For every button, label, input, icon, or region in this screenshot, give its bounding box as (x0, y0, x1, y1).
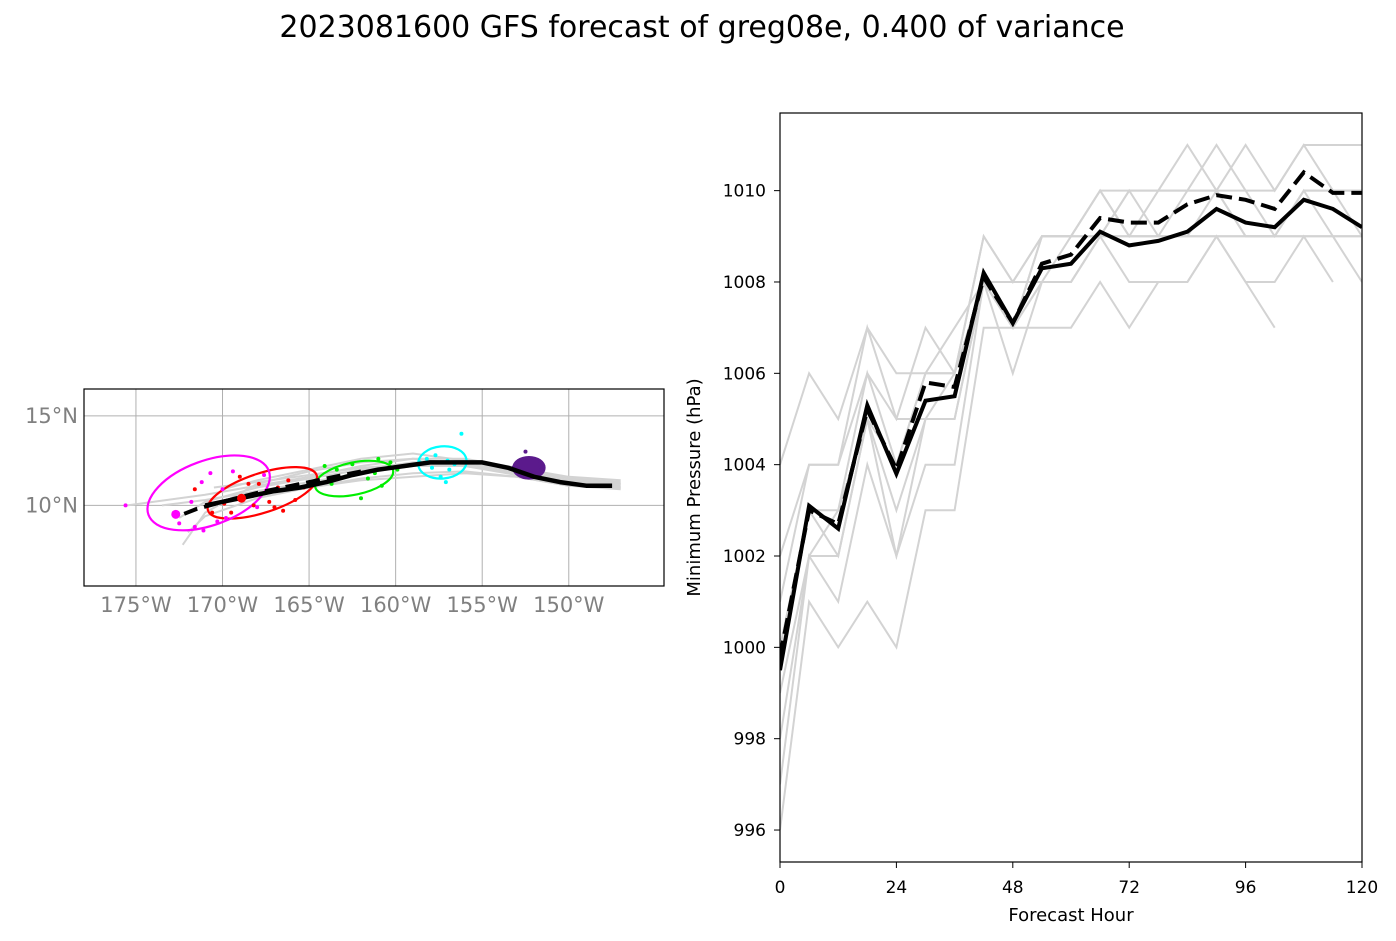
member-position-point (199, 480, 204, 485)
track-position-marker (237, 493, 247, 503)
member-position-point (255, 505, 260, 510)
member-position-point (189, 499, 194, 504)
pressure-plot-area (780, 143, 1362, 831)
member-position-point (208, 471, 213, 476)
member-position-point (443, 480, 448, 485)
figure-title: 2023081600 GFS forecast of greg08e, 0.40… (279, 10, 1125, 45)
map-plot-area (123, 431, 621, 546)
map-lat-tick-label: 15°N (25, 404, 78, 428)
uncertainty-ellipse (146, 454, 271, 532)
x-tick-label: 96 (1235, 878, 1257, 898)
member-pressure-line (780, 235, 1362, 785)
member-position-point (523, 449, 528, 454)
member-pressure-line (780, 234, 1276, 831)
mean-pressure-line (780, 197, 1362, 671)
map-frame (83, 388, 665, 587)
member-position-point (388, 460, 393, 465)
member-position-point (359, 496, 364, 501)
member-position-point (201, 528, 206, 533)
y-tick-label: 1008 (723, 273, 766, 293)
member-position-point (230, 469, 235, 474)
map-lon-tick-label: 170°W (187, 593, 259, 617)
member-position-point (379, 483, 384, 488)
member-position-point (177, 521, 182, 526)
member-position-point (365, 476, 370, 481)
x-tick-label: 24 (886, 878, 908, 898)
track-map-panel: 175°W 170°W 165°W 160°W 155°W 150°W 15°N 10°N (25, 388, 665, 617)
member-position-point (220, 487, 225, 492)
map-lon-tick-label: 155°W (447, 593, 519, 617)
member-position-point (267, 499, 272, 504)
map-lon-tick-label: 165°W (273, 593, 345, 617)
member-position-point (322, 464, 327, 469)
y-axis-label: Minimum Pressure (hPa) (684, 378, 705, 596)
map-gridlines (84, 389, 664, 586)
member-position-point (430, 465, 434, 470)
member-position-point (215, 519, 220, 524)
map-lat-tick-label: 10°N (25, 493, 78, 517)
member-position-point (535, 462, 540, 467)
mean-track-line (204, 460, 613, 508)
y-tick-label: 1010 (723, 182, 766, 202)
member-position-point (262, 472, 267, 477)
member-position-point (433, 453, 438, 458)
y-tick-label: 1002 (723, 547, 766, 567)
y-tick-label: 998 (734, 730, 766, 750)
member-position-point (210, 510, 215, 515)
member-position-point (293, 498, 298, 503)
member-position-point (447, 467, 452, 472)
track-position-marker (171, 509, 181, 519)
uncertainty-ellipse (313, 459, 395, 498)
x-tick-label: 72 (1118, 878, 1140, 898)
map-lon-tick-label: 160°W (360, 593, 432, 617)
member-position-point (192, 524, 197, 529)
x-axis-label: Forecast Hour (1008, 905, 1134, 926)
y-tick-label: 1006 (723, 364, 766, 384)
member-position-point (438, 474, 443, 479)
member-position-point (251, 503, 256, 508)
pressure-frame (779, 112, 1363, 863)
member-pressure-line (780, 188, 1362, 694)
y-tick-label: 1000 (723, 638, 766, 658)
member-position-point (281, 508, 286, 513)
x-tick-label: 120 (1346, 878, 1378, 898)
uncertainty-ellipse (206, 466, 319, 520)
member-position-point (272, 505, 277, 510)
member-position-point (350, 462, 355, 467)
consensus-pressure-dashed (780, 169, 1362, 657)
x-tick-label: 48 (1002, 878, 1024, 898)
y-tick-label: 1004 (723, 456, 766, 476)
member-position-point (192, 487, 197, 492)
member-position-point (518, 460, 523, 465)
member-position-point (539, 467, 544, 472)
member-position-point (237, 474, 242, 479)
pressure-panel: 0 24 48 72 96 120 996 998 1000 1002 1004 1006 1008 10… (684, 112, 1378, 926)
member-position-point (334, 467, 339, 472)
x-tick-label: 0 (775, 878, 786, 898)
map-lon-tick-label: 175°W (100, 593, 172, 617)
member-position-point (424, 456, 429, 461)
y-tick-label: 996 (734, 821, 766, 841)
member-position-point (376, 456, 381, 461)
member-position-point (256, 481, 261, 486)
member-position-point (286, 478, 291, 483)
member-position-point (223, 515, 228, 520)
member-pressure-line (780, 188, 1362, 648)
member-position-point (123, 503, 128, 508)
member-position-point (229, 510, 234, 515)
map-lon-tick-label: 150°W (533, 593, 605, 617)
member-position-point (459, 431, 464, 436)
member-position-point (246, 481, 251, 486)
